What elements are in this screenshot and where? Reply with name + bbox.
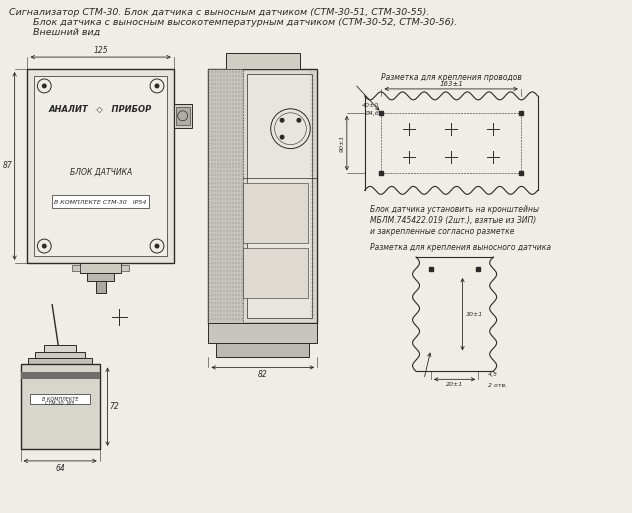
Text: 87: 87 [3,162,13,170]
Bar [174,104,191,128]
Text: 90±1: 90±1 [340,134,345,152]
Bar [247,74,312,318]
Circle shape [296,118,301,123]
Bar [209,69,243,323]
Bar [80,263,121,273]
Text: 4,5: 4,5 [489,372,498,378]
Text: Разметка для крепления выносного датчика: Разметка для крепления выносного датчика [370,243,550,252]
Text: 30±1: 30±1 [466,312,483,317]
Text: СТМ-30  IP5: СТМ-30 IP5 [46,401,75,406]
Text: 72: 72 [109,402,119,411]
Text: Блок датчика с выносным высокотемпературным датчиком (СТМ-30-52, СТМ-30-56).: Блок датчика с выносным высокотемператур… [9,18,457,27]
Circle shape [279,118,284,123]
Text: 20±1: 20±1 [446,382,463,387]
Text: АНАЛИТ   ◇   ПРИБОР: АНАЛИТ ◇ ПРИБОР [49,104,152,113]
Bar [21,372,100,379]
Text: Сигнализатор СТМ-30. Блок датчика с выносным датчиком (СТМ-30-51, СТМ-30-55).: Сигнализатор СТМ-30. Блок датчика с выно… [9,8,429,17]
Text: 163±1: 163±1 [439,81,463,87]
Bar [176,107,190,125]
Text: Ø4,6: Ø4,6 [365,111,379,116]
Bar [226,53,300,69]
Circle shape [279,134,284,140]
Text: Внешний вид: Внешний вид [9,28,100,37]
Text: 82: 82 [258,370,268,380]
Text: 40±0: 40±0 [362,103,379,108]
Text: Блок датчика установить на кронштейны: Блок датчика установить на кронштейны [370,205,538,214]
Text: Разметка для крепления проводов: Разметка для крепления проводов [380,73,521,82]
Bar [34,76,167,256]
Bar [243,248,308,298]
Bar [28,359,92,364]
Text: В КОМПЛЕКТЕ: В КОМПЛЕКТЕ [42,397,78,402]
Circle shape [154,244,159,248]
Bar [21,364,100,449]
Bar [243,184,308,243]
Bar [52,195,149,208]
Bar [72,265,80,271]
Text: МБЛМ.745422.019 (2шт.), взятые из ЗИП): МБЛМ.745422.019 (2шт.), взятые из ЗИП) [370,216,536,225]
Text: 64: 64 [55,464,65,473]
Text: В КОМПЛЕКТЕ СТМ-30   IP54: В КОМПЛЕКТЕ СТМ-30 IP54 [54,200,147,205]
Bar [209,69,317,323]
Bar [216,343,309,358]
Bar [121,265,130,271]
Text: 2 отв.: 2 отв. [489,383,507,388]
Bar [95,281,106,293]
Circle shape [42,84,47,88]
Bar [35,352,85,359]
Bar [44,345,76,352]
Bar [27,69,174,263]
Bar [30,394,90,404]
Text: БЛОК ДАТЧИКА: БЛОК ДАТЧИКА [70,167,131,176]
Circle shape [42,244,47,248]
Bar [209,323,317,343]
Text: и закрепленные согласно разметке: и закрепленные согласно разметке [370,227,514,236]
Text: 125: 125 [94,46,108,55]
Bar [87,273,114,281]
Circle shape [154,84,159,88]
